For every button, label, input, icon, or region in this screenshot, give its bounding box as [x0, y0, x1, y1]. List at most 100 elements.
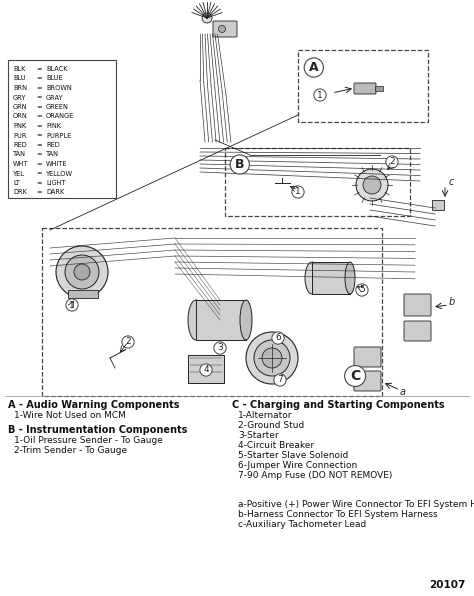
FancyBboxPatch shape: [404, 321, 431, 341]
Circle shape: [356, 169, 388, 201]
Text: ORANGE: ORANGE: [46, 113, 74, 120]
Bar: [8, 60, 116, 198]
Text: =: =: [36, 85, 42, 91]
Text: YELLOW: YELLOW: [46, 170, 73, 176]
FancyBboxPatch shape: [404, 294, 431, 316]
Circle shape: [363, 176, 381, 194]
Text: 3-Starter: 3-Starter: [238, 431, 279, 440]
Text: BRN: BRN: [13, 85, 27, 91]
Text: 4: 4: [203, 365, 209, 374]
Text: ORN: ORN: [13, 113, 28, 120]
Text: 3: 3: [217, 343, 223, 352]
Text: C - Charging and Starting Components: C - Charging and Starting Components: [232, 400, 445, 410]
Bar: [312, 262, 350, 294]
Text: 4-Circuit Breaker: 4-Circuit Breaker: [238, 441, 314, 450]
Text: BROWN: BROWN: [46, 85, 72, 91]
Text: LT: LT: [13, 180, 20, 186]
Circle shape: [246, 332, 298, 384]
Text: a-Positive (+) Power Wire Connector To EFI System Harness: a-Positive (+) Power Wire Connector To E…: [238, 500, 474, 509]
Text: =: =: [36, 170, 42, 176]
Ellipse shape: [305, 262, 319, 294]
Text: 1-Oil Pressure Sender - To Gauge: 1-Oil Pressure Sender - To Gauge: [14, 436, 163, 445]
Circle shape: [65, 255, 99, 289]
Text: 6-Jumper Wire Connection: 6-Jumper Wire Connection: [238, 461, 357, 470]
Bar: [298, 50, 428, 122]
Text: 2: 2: [125, 337, 131, 346]
Text: =: =: [36, 95, 42, 101]
Text: 2-Ground Stud: 2-Ground Stud: [238, 421, 304, 430]
Text: =: =: [36, 132, 42, 138]
Text: b: b: [449, 297, 455, 307]
Ellipse shape: [188, 300, 204, 340]
Text: c: c: [449, 177, 455, 187]
Text: YEL: YEL: [13, 170, 25, 176]
Text: WHT: WHT: [13, 161, 28, 167]
Text: BLK: BLK: [13, 66, 26, 72]
Bar: [188, 355, 224, 383]
Circle shape: [219, 26, 226, 33]
Text: BLU: BLU: [13, 76, 26, 82]
Text: GRN: GRN: [13, 104, 27, 110]
Text: 20107: 20107: [429, 580, 466, 590]
Text: WHITE: WHITE: [46, 161, 67, 167]
Text: B - Instrumentation Components: B - Instrumentation Components: [8, 425, 187, 435]
Text: 5-Starter Slave Solenoid: 5-Starter Slave Solenoid: [238, 451, 348, 460]
Text: TAN: TAN: [13, 151, 26, 157]
FancyBboxPatch shape: [354, 347, 381, 367]
Text: B: B: [235, 158, 245, 171]
Text: 1-Wire Not Used on MCM: 1-Wire Not Used on MCM: [14, 411, 126, 420]
Bar: [196, 300, 246, 340]
Text: =: =: [36, 151, 42, 157]
Text: 2: 2: [389, 157, 395, 166]
Text: 1: 1: [69, 300, 75, 309]
Text: a: a: [400, 387, 406, 397]
FancyBboxPatch shape: [354, 371, 381, 391]
Text: GRY: GRY: [13, 95, 27, 101]
Ellipse shape: [240, 300, 252, 340]
Text: GRAY: GRAY: [46, 95, 64, 101]
Text: LIGHT: LIGHT: [46, 180, 65, 186]
Circle shape: [74, 264, 90, 280]
Text: A: A: [309, 61, 319, 74]
Text: RED: RED: [13, 142, 27, 148]
Text: 1: 1: [295, 188, 301, 197]
Text: 1: 1: [317, 91, 323, 100]
Circle shape: [254, 340, 290, 376]
Text: 7: 7: [277, 375, 283, 384]
Circle shape: [202, 13, 212, 23]
Text: 2-Trim Sender - To Gauge: 2-Trim Sender - To Gauge: [14, 446, 127, 455]
Bar: [225, 148, 410, 216]
Text: =: =: [36, 161, 42, 167]
Text: C: C: [350, 369, 360, 383]
Text: DARK: DARK: [46, 190, 64, 195]
Text: PINK: PINK: [46, 123, 61, 129]
Ellipse shape: [345, 262, 355, 294]
Text: =: =: [36, 142, 42, 148]
Text: BLUE: BLUE: [46, 76, 63, 82]
Text: =: =: [36, 190, 42, 195]
Circle shape: [56, 246, 108, 298]
Text: PURPLE: PURPLE: [46, 132, 71, 138]
Text: PUR: PUR: [13, 132, 27, 138]
Text: =: =: [36, 104, 42, 110]
Text: A - Audio Warning Components: A - Audio Warning Components: [8, 400, 180, 410]
Text: =: =: [36, 76, 42, 82]
Text: 6: 6: [275, 334, 281, 343]
Text: =: =: [36, 180, 42, 186]
Bar: [375, 86, 383, 91]
Text: RED: RED: [46, 142, 60, 148]
Text: 5: 5: [359, 285, 365, 294]
FancyBboxPatch shape: [213, 21, 237, 37]
Bar: [42, 228, 382, 396]
Text: DRK: DRK: [13, 190, 27, 195]
Text: =: =: [36, 66, 42, 72]
Text: GREEN: GREEN: [46, 104, 69, 110]
Text: =: =: [36, 123, 42, 129]
FancyBboxPatch shape: [354, 83, 376, 94]
Bar: [432, 200, 444, 210]
Text: TAN: TAN: [46, 151, 59, 157]
Text: b-Harness Connector To EFI System Harness: b-Harness Connector To EFI System Harnes…: [238, 510, 438, 519]
Text: 7-90 Amp Fuse (DO NOT REMOVE): 7-90 Amp Fuse (DO NOT REMOVE): [238, 471, 392, 480]
Text: 1-Alternator: 1-Alternator: [238, 411, 292, 420]
Text: c-Auxiliary Tachometer Lead: c-Auxiliary Tachometer Lead: [238, 520, 366, 529]
